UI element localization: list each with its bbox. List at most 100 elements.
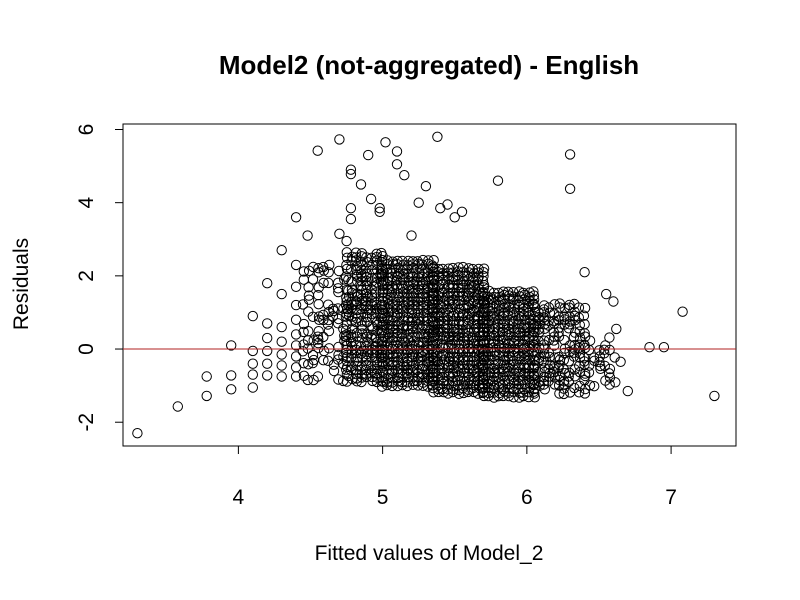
data-point	[276, 245, 287, 256]
data-point	[262, 278, 273, 289]
data-point	[381, 379, 393, 391]
data-point	[407, 256, 419, 267]
data-point	[332, 318, 344, 329]
data-point	[302, 343, 313, 354]
data-point	[397, 368, 408, 379]
data-point	[374, 206, 385, 218]
data-point	[449, 212, 460, 223]
data-point	[303, 265, 315, 276]
data-point	[610, 377, 621, 388]
data-point	[361, 263, 372, 274]
data-point	[303, 282, 314, 293]
data-point	[543, 315, 554, 326]
data-point	[276, 360, 287, 371]
data-point	[564, 367, 575, 378]
data-point	[290, 281, 302, 292]
data-point	[333, 313, 344, 325]
data-point	[492, 175, 504, 186]
data-point	[497, 326, 509, 338]
data-point	[447, 294, 458, 306]
data-point	[528, 286, 539, 297]
data-point	[322, 355, 334, 366]
data-point	[447, 302, 458, 313]
data-point	[427, 380, 438, 391]
data-point	[412, 323, 423, 334]
data-point	[345, 203, 357, 214]
data-point	[467, 298, 478, 309]
data-point	[392, 303, 403, 315]
data-point	[247, 310, 259, 322]
data-point	[366, 265, 378, 276]
data-point	[578, 310, 590, 321]
data-point	[351, 296, 362, 307]
data-point	[201, 390, 212, 402]
data-point	[427, 371, 438, 382]
data-point	[399, 170, 410, 181]
data-point	[549, 340, 560, 351]
data-point	[518, 390, 529, 402]
data-point	[423, 255, 434, 266]
data-point	[611, 323, 622, 335]
data-point	[201, 371, 212, 382]
data-point	[371, 287, 382, 298]
data-point	[417, 254, 429, 266]
data-point	[529, 383, 540, 395]
data-point	[226, 384, 237, 395]
data-point	[355, 281, 367, 292]
data-point	[568, 351, 580, 362]
data-point	[334, 134, 345, 145]
data-point	[709, 390, 720, 402]
data-point	[604, 344, 615, 356]
data-point	[539, 300, 550, 311]
data-point	[376, 260, 388, 272]
data-point	[402, 368, 413, 379]
data-point	[579, 319, 590, 330]
data-point	[478, 267, 489, 278]
data-point	[318, 331, 329, 343]
data-point	[601, 288, 612, 300]
x-axis: 4 5 6 7	[233, 445, 677, 509]
data-point	[579, 388, 591, 399]
data-point	[345, 213, 357, 225]
chart-title: Model2 (not-aggregated) - English	[219, 50, 639, 80]
data-point	[564, 183, 576, 195]
data-point	[381, 377, 393, 388]
data-point	[346, 296, 357, 307]
data-point	[340, 300, 352, 311]
data-point	[307, 274, 319, 285]
data-point	[564, 299, 575, 311]
data-point	[559, 334, 570, 346]
data-point	[322, 319, 334, 330]
data-point	[346, 284, 358, 295]
data-point	[276, 321, 287, 333]
data-point	[608, 296, 619, 307]
data-point	[307, 311, 319, 322]
data-point	[371, 248, 382, 260]
data-point	[456, 206, 468, 218]
data-point	[473, 267, 484, 278]
data-point	[376, 300, 387, 311]
data-point	[442, 270, 453, 282]
data-point	[308, 261, 319, 273]
data-point	[303, 294, 315, 305]
data-point	[382, 255, 393, 266]
data-point	[298, 370, 310, 381]
data-point	[290, 351, 302, 362]
data-point	[297, 346, 309, 357]
data-point	[529, 392, 540, 403]
data-point	[346, 329, 357, 340]
data-point	[313, 289, 324, 301]
data-point	[332, 277, 344, 288]
data-point	[290, 299, 302, 311]
data-point	[402, 352, 413, 364]
data-point	[413, 197, 424, 208]
data-point	[377, 365, 388, 376]
data-point	[374, 203, 385, 214]
data-point	[312, 331, 324, 342]
data-point	[298, 326, 309, 338]
data-point	[367, 329, 378, 340]
y-tick-label: 4	[75, 197, 98, 209]
data-point	[360, 288, 372, 299]
data-point	[443, 347, 454, 359]
data-point	[452, 291, 464, 302]
